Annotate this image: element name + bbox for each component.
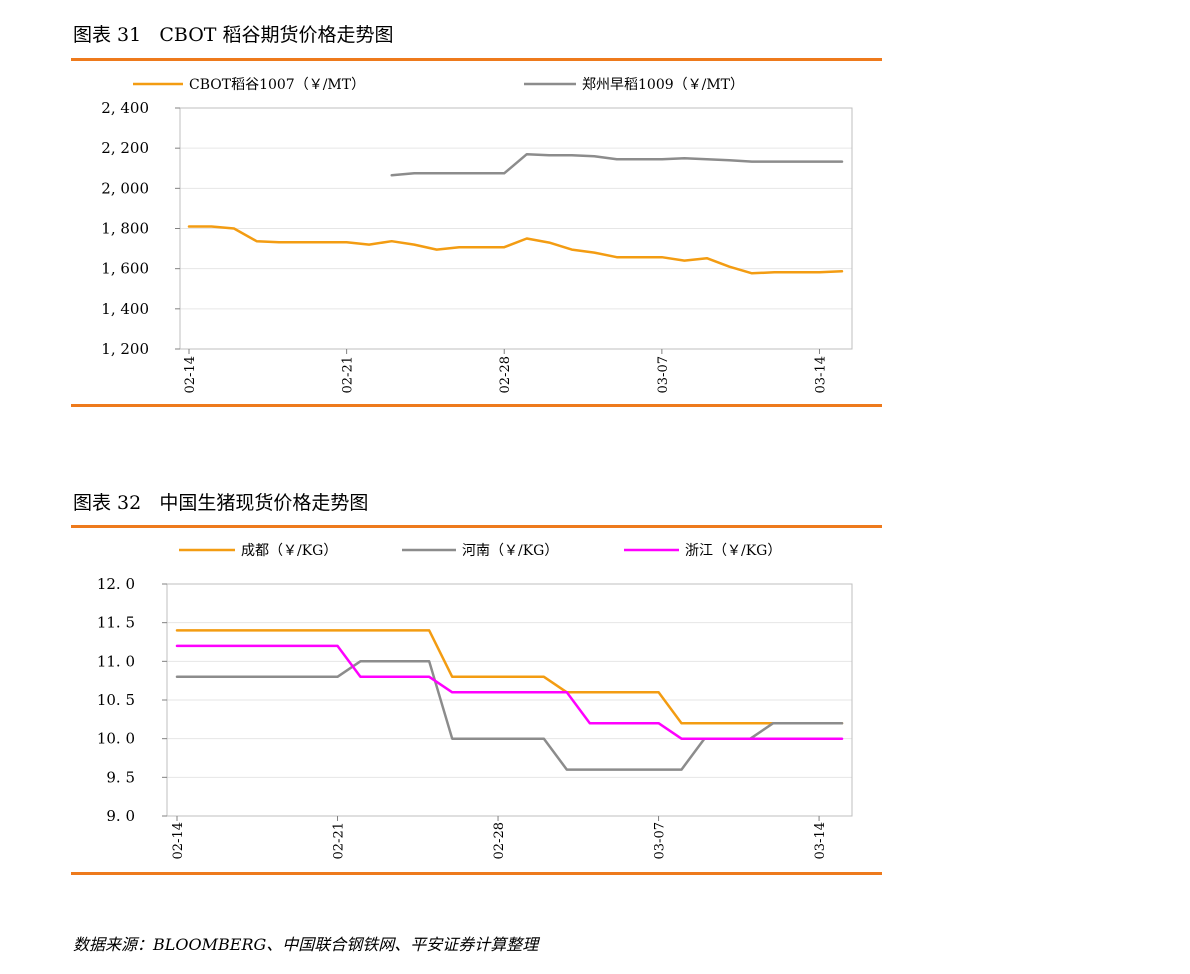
y-tick-label: 2, 400 — [101, 99, 149, 117]
x-tick-label: 02-21 — [332, 822, 347, 859]
figure-32-top-rule — [71, 525, 882, 528]
figure-32-bottom-rule — [71, 872, 882, 875]
y-tick-label: 1, 200 — [101, 340, 149, 358]
x-tick-label: 02-28 — [498, 356, 513, 393]
china-hog-spot-price-chart: 9. 0 9. 5 10. 0 10. 5 11. 0 11. 5 12. 0 02-14 02… — [97, 543, 853, 859]
x-tick-label: 03-07 — [653, 822, 668, 859]
y-tick-label: 1, 800 — [101, 220, 149, 238]
y-tick-label: 10. 0 — [97, 730, 135, 748]
x-tick-label: 03-07 — [656, 356, 671, 393]
legend-label-2: 河南（￥/KG） — [462, 543, 558, 559]
figure-31-bottom-rule — [71, 404, 882, 407]
y-tick-label: 11. 0 — [97, 652, 135, 670]
cbot-rice-futures-chart: 1, 200 1, 400 1, 600 1, 800 2, 000 2, 200 2, 4… — [101, 77, 853, 393]
y-tick-label: 10. 5 — [97, 691, 135, 709]
data-source-note: 数据来源：BLOOMBERG、中国联合钢铁网、平安证券计算整理 — [73, 935, 539, 954]
series-line-1 — [175, 629, 844, 725]
legend-label-1: CBOT稻谷1007（￥/MT） — [189, 77, 365, 93]
x-tick-label: 02-14 — [171, 822, 186, 859]
y-tick-label: 2, 200 — [101, 139, 149, 157]
x-tick-label: 02-28 — [492, 822, 507, 859]
series-line-1 — [187, 225, 844, 275]
figure-31-top-rule — [71, 58, 882, 61]
legend-label-3: 浙江（￥/KG） — [685, 543, 781, 559]
figure-31-title: 图表 31 CBOT 稻谷期货价格走势图 — [73, 24, 394, 46]
y-tick-label: 12. 0 — [97, 575, 135, 593]
x-tick-label: 02-21 — [341, 356, 356, 393]
y-tick-label: 1, 400 — [101, 300, 149, 318]
x-tick-label: 03-14 — [813, 822, 828, 859]
y-tick-label: 9. 0 — [106, 807, 135, 825]
figure-32-title: 图表 32 中国生猪现货价格走势图 — [73, 492, 369, 514]
y-tick-label: 11. 5 — [97, 614, 135, 632]
series-line-2 — [390, 152, 844, 177]
y-tick-label: 1, 600 — [101, 260, 149, 278]
x-tick-label: 02-14 — [183, 356, 198, 393]
y-tick-label: 9. 5 — [106, 768, 135, 786]
series-line-3 — [175, 644, 844, 740]
x-tick-label: 03-14 — [813, 356, 828, 393]
legend-label-1: 成都（￥/KG） — [241, 543, 337, 559]
y-tick-label: 2, 000 — [101, 179, 149, 197]
legend-label-2: 郑州早稻1009（￥/MT） — [582, 77, 744, 93]
